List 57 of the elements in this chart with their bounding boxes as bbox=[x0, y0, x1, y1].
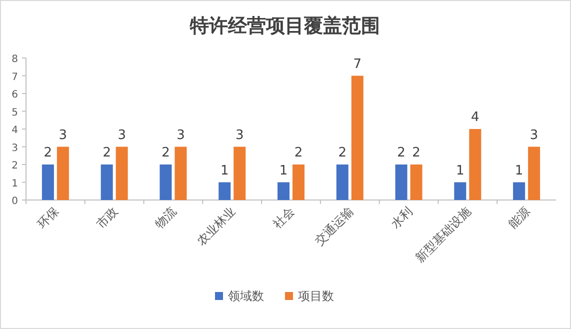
bar bbox=[160, 164, 172, 200]
chart-title: 特许经营项目覆盖范围 bbox=[189, 15, 380, 37]
bar bbox=[528, 146, 540, 200]
bar bbox=[42, 164, 54, 200]
data-label: 2 bbox=[412, 146, 420, 160]
bar bbox=[410, 164, 422, 200]
y-tick-label: 3 bbox=[12, 142, 18, 154]
data-label: 1 bbox=[220, 163, 229, 178]
legend-label: 领域数 bbox=[228, 289, 264, 303]
y-tick-label: 4 bbox=[12, 125, 18, 136]
data-label: 3 bbox=[58, 128, 68, 143]
bar bbox=[56, 146, 69, 200]
x-tick-label: 环保 bbox=[34, 204, 62, 232]
data-label: 3 bbox=[176, 128, 185, 143]
data-label: 1 bbox=[456, 163, 464, 178]
x-tick-label: 新型基础设施 bbox=[412, 204, 474, 266]
legend-label: 项目数 bbox=[298, 289, 334, 303]
x-tick-label: 社会 bbox=[270, 204, 298, 232]
y-tick-label: 7 bbox=[12, 72, 18, 83]
bar bbox=[116, 146, 128, 200]
x-tick-label: 市政 bbox=[94, 204, 120, 232]
x-tick-label: 物流 bbox=[152, 204, 180, 232]
bar bbox=[454, 182, 466, 200]
y-tick-label: 6 bbox=[12, 90, 18, 100]
data-label: 3 bbox=[530, 128, 538, 143]
x-tick-label: 能源 bbox=[506, 204, 533, 232]
data-label: 4 bbox=[471, 110, 480, 125]
bar bbox=[234, 146, 246, 200]
data-label: 2 bbox=[397, 146, 406, 160]
x-tick-label: 交通运输 bbox=[312, 204, 356, 248]
bar bbox=[292, 164, 304, 200]
x-tick-label: 农业林业 bbox=[194, 204, 238, 248]
data-label: 7 bbox=[353, 56, 362, 72]
bar bbox=[513, 182, 526, 200]
y-tick-label: 8 bbox=[12, 54, 18, 65]
bar bbox=[469, 129, 482, 200]
bar bbox=[278, 182, 290, 200]
data-label: 3 bbox=[235, 128, 244, 143]
data-label: 1 bbox=[279, 163, 288, 178]
y-tick-label: 0 bbox=[12, 196, 18, 207]
bar bbox=[174, 146, 187, 200]
data-label: 3 bbox=[118, 128, 126, 143]
data-label: 2 bbox=[162, 146, 170, 160]
x-tick-label: 水利 bbox=[388, 204, 415, 232]
bar bbox=[395, 164, 408, 200]
data-label: 2 bbox=[294, 146, 303, 160]
data-label: 2 bbox=[44, 146, 52, 160]
bar bbox=[351, 76, 364, 200]
data-label: 1 bbox=[514, 163, 524, 178]
data-label: 2 bbox=[338, 146, 347, 160]
y-tick-label: 2 bbox=[12, 160, 18, 172]
y-tick-label: 1 bbox=[12, 178, 18, 190]
bar bbox=[100, 164, 113, 200]
bar bbox=[218, 182, 231, 200]
y-tick-label: 5 bbox=[12, 107, 18, 118]
bar bbox=[336, 164, 348, 200]
data-label: 2 bbox=[102, 146, 111, 160]
